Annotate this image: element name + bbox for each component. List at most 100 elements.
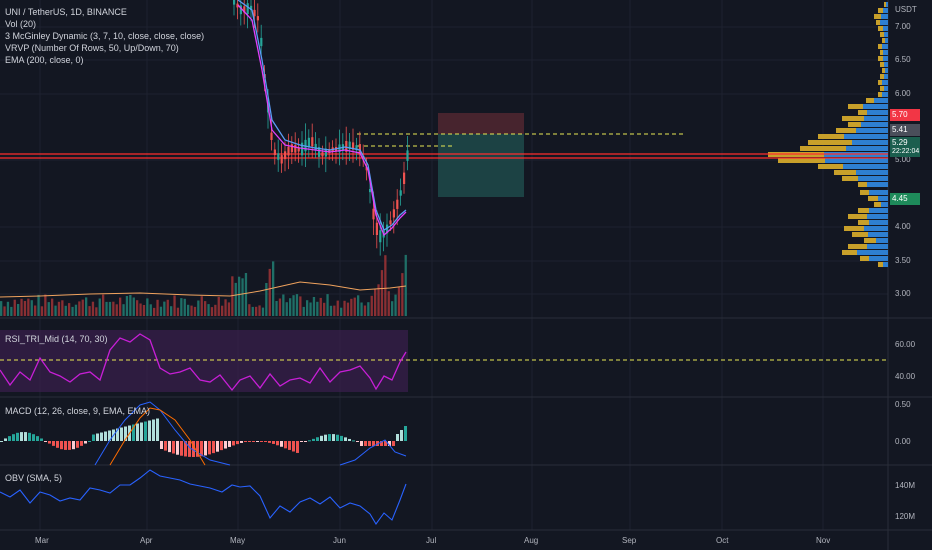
indicator-mcginley[interactable]: 3 McGinley Dynamic (3, 7, 10, close, clo… — [5, 31, 205, 41]
macd-bar — [100, 432, 103, 441]
candle-body — [260, 37, 263, 47]
volume-bar — [85, 297, 88, 317]
macd-bar — [360, 441, 363, 446]
volume-profile-down — [842, 176, 858, 181]
countdown-timer: 22:22:04 — [892, 148, 920, 155]
macd-bar — [132, 424, 135, 441]
volume-profile-up — [868, 232, 888, 237]
volume-profile-down — [818, 164, 843, 169]
volume-profile-down — [878, 8, 883, 13]
volume-profile-up — [869, 190, 888, 195]
volume-bar — [173, 295, 176, 317]
macd-bar — [88, 440, 91, 442]
candle-body — [399, 190, 402, 196]
volume-bar — [265, 283, 268, 317]
price-tick-500: 5.00 — [895, 155, 911, 164]
volume-bar — [74, 304, 78, 317]
volume-profile-up — [867, 182, 888, 187]
indicator-volume[interactable]: Vol (20) — [5, 19, 37, 29]
candle-body — [253, 9, 256, 17]
volume-bar — [370, 295, 373, 317]
volume-profile-up — [843, 164, 888, 169]
macd-bar — [272, 441, 275, 444]
volume-bar — [224, 299, 227, 317]
macd-bar — [352, 440, 355, 442]
rsi-label[interactable]: RSI_TRI_Mid (14, 70, 30) — [5, 334, 108, 344]
candle-body — [239, 5, 242, 15]
volume-bar — [136, 300, 139, 316]
volume-bar — [129, 295, 132, 316]
volume-profile-up — [867, 110, 888, 115]
candle-body — [243, 6, 246, 13]
candle-body — [318, 147, 321, 157]
macd-bar — [320, 435, 323, 441]
rsi-tick-40: 40.00 — [895, 372, 916, 381]
macd-bar — [312, 438, 315, 441]
macd-bar — [136, 423, 139, 441]
volume-bar — [302, 306, 305, 316]
volume-bar — [159, 306, 163, 316]
volume-bar — [20, 298, 23, 317]
volume-profile-down — [848, 122, 861, 127]
volume-bar — [350, 298, 353, 317]
macd-bar — [12, 434, 15, 441]
candle-body — [290, 144, 293, 153]
candle-body — [287, 146, 290, 156]
volume-profile-down — [880, 62, 884, 67]
macd-bar — [276, 441, 279, 446]
volume-profile-up — [857, 250, 888, 255]
candle-body — [246, 3, 249, 15]
volume-bar — [156, 299, 159, 317]
volume-profile-up — [885, 38, 888, 43]
take-profit-zone[interactable] — [438, 134, 524, 197]
volume-bar — [360, 302, 363, 317]
rsi-line — [0, 333, 407, 392]
volume-bar — [306, 300, 309, 316]
candle-body — [273, 149, 276, 155]
volume-bar — [217, 296, 220, 316]
price-tag-red: 5.70 — [890, 109, 920, 121]
macd-bar — [160, 441, 163, 449]
indicator-vrvp[interactable]: VRVP (Number Of Rows, 50, Up/Down, 70) — [5, 43, 179, 53]
volume-bar — [176, 307, 180, 317]
price-tick-700: 7.00 — [895, 22, 911, 31]
volume-profile-up — [883, 56, 888, 61]
volume-profile-down — [874, 202, 881, 207]
macd-bar — [152, 419, 155, 441]
candle-body — [284, 151, 287, 160]
macd-legend: MACD (12, 26, close, 9, EMA, EMA) — [5, 405, 150, 417]
volume-bar — [149, 304, 152, 317]
macd-bar — [36, 436, 39, 441]
macd-bar — [148, 420, 151, 441]
macd-label[interactable]: MACD (12, 26, close, 9, EMA, EMA) — [5, 406, 151, 416]
macd-bar — [156, 418, 159, 441]
volume-bar — [3, 306, 6, 317]
volume-bar — [193, 306, 197, 317]
volume-bar — [204, 301, 207, 317]
candle-body — [379, 230, 382, 243]
time-label-may: May — [230, 536, 246, 545]
volume-profile-up — [867, 214, 888, 219]
macd-bar — [48, 441, 51, 444]
volume-profile-up — [882, 80, 888, 85]
time-label-nov: Nov — [816, 536, 831, 545]
macd-bar — [164, 441, 167, 451]
macd-bar — [364, 441, 367, 446]
macd-bar — [96, 433, 99, 441]
macd-bar — [172, 441, 175, 454]
volume-bar — [112, 301, 115, 317]
stop-loss-zone[interactable] — [438, 113, 524, 134]
obv-label[interactable]: OBV (SMA, 5) — [5, 473, 63, 483]
time-label-aug: Aug — [524, 536, 539, 545]
volume-bar — [227, 302, 231, 317]
candle-body — [301, 142, 304, 156]
volume-profile-up — [864, 116, 888, 121]
macd-bar — [280, 441, 283, 447]
symbol-line[interactable]: UNI / TetherUS, 1D, BINANCE — [5, 7, 127, 17]
indicator-ema[interactable]: EMA (200, close, 0) — [5, 55, 84, 65]
candle-body — [233, 0, 236, 5]
volume-bar — [363, 305, 367, 316]
price-tick-350: 3.50 — [895, 256, 911, 265]
candle-body — [256, 16, 259, 21]
